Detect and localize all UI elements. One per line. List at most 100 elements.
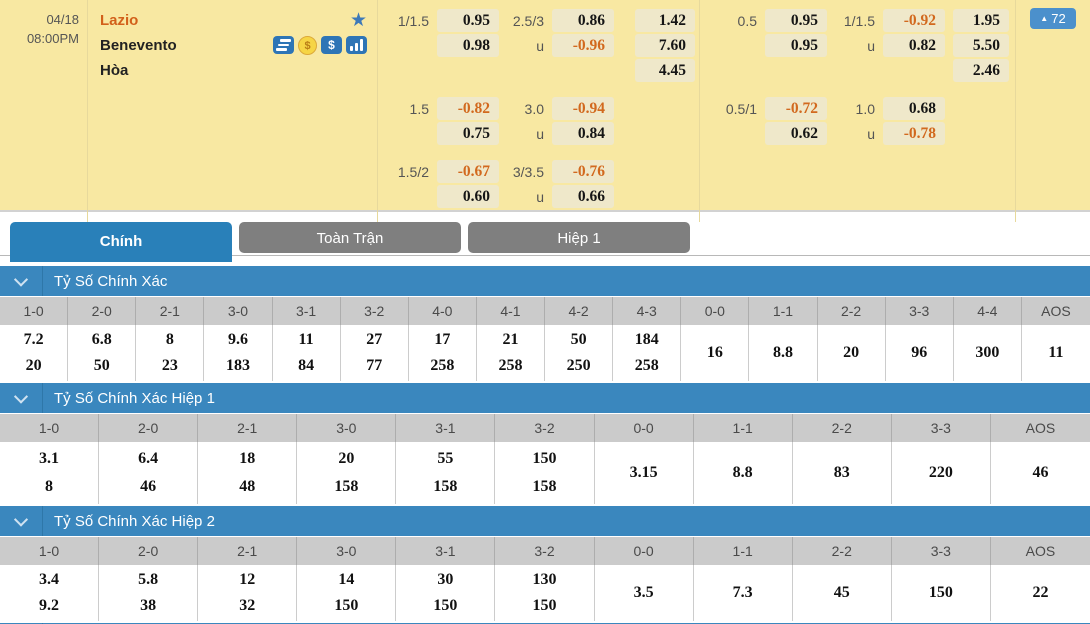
odds-chip[interactable]: -0.82 bbox=[437, 97, 499, 120]
stack-icon[interactable] bbox=[273, 36, 294, 54]
odds-value: 21 bbox=[502, 331, 519, 348]
dollar-icon[interactable]: $ bbox=[321, 36, 342, 54]
badge-column: ▲ 72 bbox=[1016, 0, 1090, 222]
score-table-body: 3.4 9.2 5.8 38 12 32 14 150 30 150 130 150 3.5 7.3 45 1… bbox=[0, 565, 1090, 621]
section-header[interactable]: Tỷ Số Chính Xác Hiệp 2 bbox=[0, 506, 1090, 536]
score-odds-cell[interactable]: 18 48 bbox=[198, 442, 298, 504]
odds-chip[interactable]: 1.95 bbox=[953, 9, 1009, 32]
score-odds-cell[interactable]: 9.6 183 bbox=[204, 325, 273, 381]
score-odds-cell[interactable]: 8 23 bbox=[136, 325, 205, 381]
score-odds-cell[interactable]: 45 bbox=[793, 565, 892, 621]
away-team-name[interactable]: Benevento bbox=[100, 37, 177, 54]
odds-chip[interactable]: 0.62 bbox=[765, 122, 827, 145]
score-odds-cell[interactable]: 3.5 bbox=[595, 565, 694, 621]
section-header[interactable]: Tỷ Số Chính Xác Hiệp 1 bbox=[0, 383, 1090, 413]
odds-value: 32 bbox=[239, 597, 256, 614]
odds-chip[interactable]: 0.86 bbox=[552, 9, 614, 32]
score-odds-cell[interactable]: 96 bbox=[886, 325, 954, 381]
score-odds-cell[interactable]: 3.15 bbox=[595, 442, 694, 504]
odds-chip[interactable]: 7.60 bbox=[635, 34, 695, 57]
odds-chip[interactable]: -0.94 bbox=[552, 97, 614, 120]
score-odds-cell[interactable]: 184 258 bbox=[613, 325, 682, 381]
odds-chip[interactable]: 0.75 bbox=[437, 122, 499, 145]
odds-chip[interactable]: 5.50 bbox=[953, 34, 1009, 57]
tab-hiep-1[interactable]: Hiệp 1 bbox=[468, 222, 690, 253]
score-header-cell: 2-1 bbox=[136, 297, 205, 325]
coin-icon[interactable]: $ bbox=[298, 36, 317, 55]
draw-row: Hòa bbox=[88, 58, 377, 83]
score-odds-cell[interactable]: 20 158 bbox=[297, 442, 397, 504]
more-bets-badge[interactable]: ▲ 72 bbox=[1030, 8, 1076, 29]
score-odds-cell[interactable]: 83 bbox=[793, 442, 892, 504]
odds-value: 30 bbox=[437, 571, 454, 588]
odds-chip[interactable]: 0.82 bbox=[883, 34, 945, 57]
score-odds-cell[interactable]: 11 84 bbox=[273, 325, 341, 381]
section-header[interactable]: Tỷ Số Chính Xác bbox=[0, 266, 1090, 296]
score-odds-cell[interactable]: 55 158 bbox=[396, 442, 496, 504]
score-odds-cell[interactable]: 46 bbox=[991, 442, 1090, 504]
score-odds-cell[interactable]: 6.4 46 bbox=[99, 442, 199, 504]
score-odds-cell[interactable]: 16 bbox=[681, 325, 750, 381]
odds-chip[interactable]: 0.95 bbox=[437, 9, 499, 32]
odds-value: 158 bbox=[334, 478, 359, 495]
odds-chip[interactable]: -0.96 bbox=[552, 34, 614, 57]
odds-chip[interactable]: -0.67 bbox=[437, 160, 499, 183]
score-header-cell: 2-2 bbox=[818, 297, 886, 325]
odds-chip[interactable]: 0.98 bbox=[437, 34, 499, 57]
odds-row: 1/1.5 0.95 2.5/3 0.86 1.42 bbox=[378, 8, 699, 33]
section-correct-score-1h: Tỷ Số Chính Xác Hiệp 1 1-0 2-0 2-1 3-0 3-1 3-… bbox=[0, 383, 1090, 504]
score-odds-cell[interactable]: 130 150 bbox=[495, 565, 595, 621]
score-odds-cell[interactable]: 7.2 20 bbox=[0, 325, 69, 381]
odds-chip[interactable]: -0.92 bbox=[883, 9, 945, 32]
odds-chip[interactable]: 0.95 bbox=[765, 9, 827, 32]
odds-chip[interactable]: 4.45 bbox=[635, 59, 695, 82]
odds-chip[interactable]: 2.46 bbox=[953, 59, 1009, 82]
score-odds-cell[interactable]: 8.8 bbox=[749, 325, 818, 381]
odds-chip[interactable]: 0.95 bbox=[765, 34, 827, 57]
score-table: 1-0 2-0 2-1 3-0 3-1 3-2 0-0 1-1 2-2 3-3 AOS 3.4 9.2 5… bbox=[0, 537, 1090, 621]
home-team-name[interactable]: Lazio bbox=[100, 12, 139, 29]
odds-value: 158 bbox=[433, 478, 458, 495]
odds-chip[interactable]: 0.66 bbox=[552, 185, 614, 208]
tab-chinh[interactable]: Chính bbox=[10, 222, 232, 262]
score-odds-cell[interactable]: 21 258 bbox=[477, 325, 545, 381]
score-odds-cell[interactable]: 22 bbox=[991, 565, 1090, 621]
score-odds-cell[interactable]: 150 158 bbox=[495, 442, 595, 504]
score-odds-cell[interactable]: 7.3 bbox=[694, 565, 793, 621]
odds-chip[interactable]: -0.72 bbox=[765, 97, 827, 120]
odds-chip[interactable]: 0.84 bbox=[552, 122, 614, 145]
odds-chip[interactable]: -0.78 bbox=[883, 122, 945, 145]
match-time: 08:00PM bbox=[26, 31, 79, 46]
score-odds-cell[interactable]: 11 bbox=[1022, 325, 1090, 381]
score-odds-cell[interactable]: 3.1 8 bbox=[0, 442, 100, 504]
score-odds-cell[interactable]: 17 258 bbox=[409, 325, 477, 381]
odds-value: 27 bbox=[366, 331, 383, 348]
score-odds-cell[interactable]: 27 77 bbox=[341, 325, 409, 381]
odds-row: 0.5 0.95 1/1.5 -0.92 1.95 bbox=[700, 8, 1015, 33]
odds-chip[interactable]: 1.42 bbox=[635, 9, 695, 32]
odds-value: 20 bbox=[25, 357, 42, 374]
favorite-star-icon[interactable]: ★ bbox=[349, 10, 367, 31]
score-odds-cell[interactable]: 300 bbox=[954, 325, 1022, 381]
tab-toan-tran[interactable]: Toàn Trận bbox=[239, 222, 461, 253]
score-odds-cell[interactable]: 12 32 bbox=[198, 565, 298, 621]
odds-chip[interactable]: 0.68 bbox=[883, 97, 945, 120]
score-odds-cell[interactable]: 3.4 9.2 bbox=[0, 565, 100, 621]
odds-chip[interactable]: 0.60 bbox=[437, 185, 499, 208]
score-odds-cell[interactable]: 8.8 bbox=[694, 442, 793, 504]
odds-chip[interactable]: -0.76 bbox=[552, 160, 614, 183]
stats-icon[interactable] bbox=[346, 36, 367, 54]
odds-value: 11 bbox=[1048, 344, 1064, 361]
over-under-label: u bbox=[867, 37, 875, 54]
over-under-label: 1.0 bbox=[855, 100, 875, 117]
match-datetime: 04/18 08:00PM bbox=[0, 0, 88, 222]
score-odds-cell[interactable]: 6.8 50 bbox=[68, 325, 137, 381]
score-odds-cell[interactable]: 30 150 bbox=[396, 565, 496, 621]
score-odds-cell[interactable]: 150 bbox=[892, 565, 991, 621]
score-odds-cell[interactable]: 5.8 38 bbox=[99, 565, 199, 621]
score-odds-cell[interactable]: 20 bbox=[818, 325, 886, 381]
arrow-up-icon: ▲ bbox=[1040, 13, 1049, 23]
score-odds-cell[interactable]: 14 150 bbox=[297, 565, 397, 621]
score-odds-cell[interactable]: 50 250 bbox=[545, 325, 614, 381]
score-odds-cell[interactable]: 220 bbox=[892, 442, 991, 504]
